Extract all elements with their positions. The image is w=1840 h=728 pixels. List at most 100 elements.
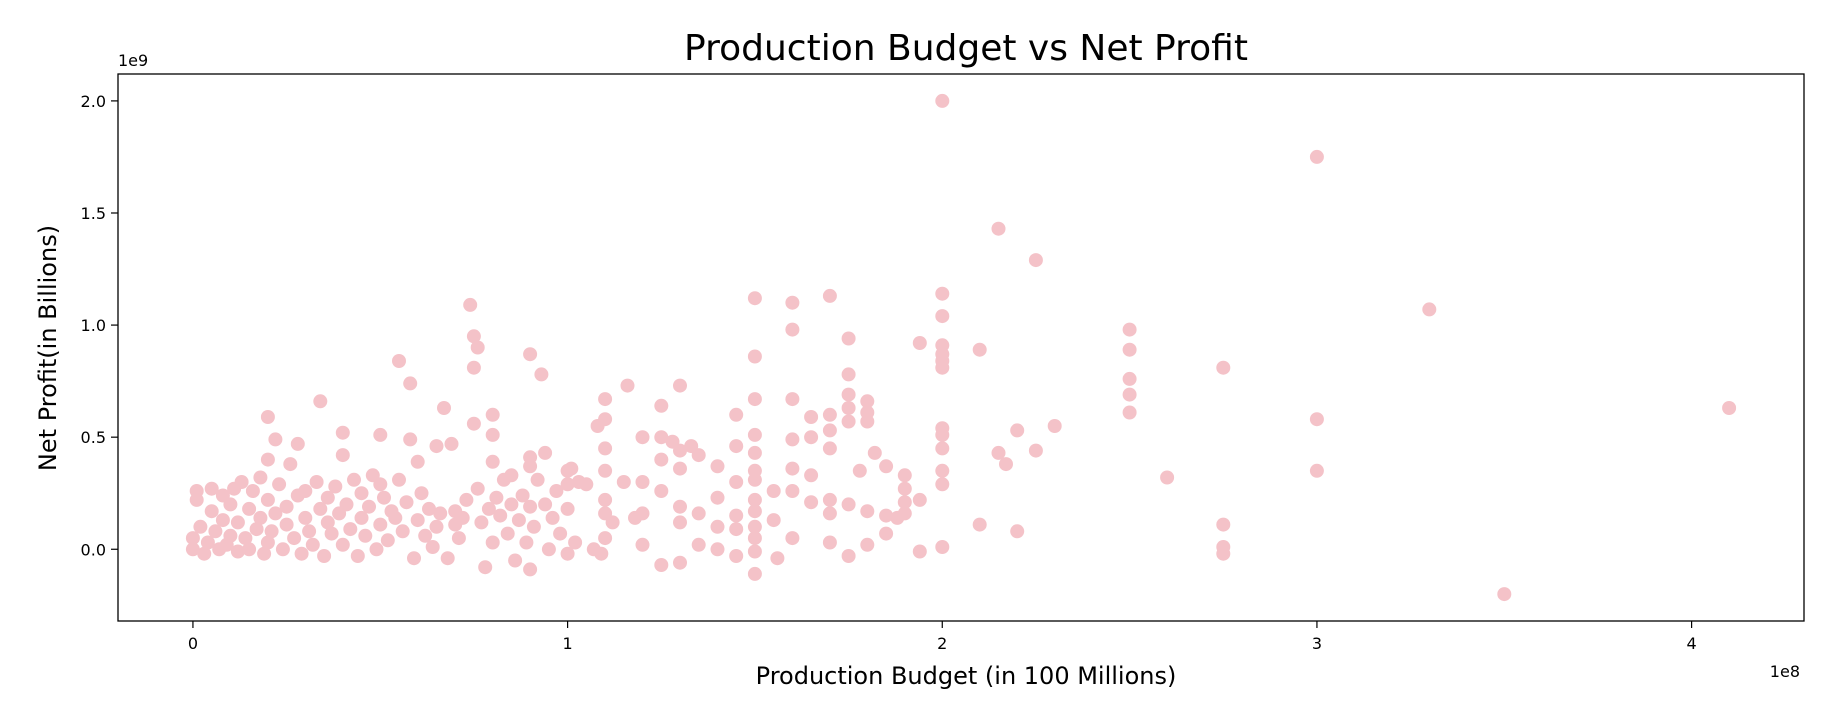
data-point	[549, 484, 564, 498]
data-point	[860, 394, 875, 409]
data-point	[620, 378, 635, 393]
data-point	[193, 519, 208, 534]
data-point	[392, 354, 406, 368]
data-point	[485, 407, 500, 422]
data-point	[466, 416, 481, 431]
data-point	[208, 524, 223, 539]
data-point	[313, 501, 328, 516]
data-point	[804, 468, 819, 483]
data-point	[852, 463, 867, 478]
data-point	[463, 297, 478, 312]
data-point	[350, 549, 365, 563]
data-point	[935, 309, 950, 324]
data-point	[223, 528, 238, 543]
data-point	[470, 340, 485, 355]
data-point	[260, 535, 275, 550]
data-point	[373, 517, 388, 532]
data-point	[298, 510, 313, 525]
x-tick-label: 3	[1312, 634, 1322, 653]
data-point	[260, 452, 275, 467]
data-point	[1309, 463, 1324, 478]
data-point	[466, 329, 481, 344]
data-point	[523, 499, 538, 514]
data-point	[729, 508, 744, 523]
data-point	[504, 468, 519, 483]
data-point	[785, 432, 800, 447]
data-point	[508, 553, 523, 568]
data-point	[560, 477, 575, 492]
data-point	[185, 542, 200, 557]
data-point	[935, 441, 950, 456]
data-point	[418, 528, 433, 543]
data-point	[654, 430, 669, 445]
data-point	[470, 481, 485, 496]
data-point	[440, 551, 455, 566]
data-point	[729, 407, 744, 422]
data-point	[747, 349, 762, 364]
data-point	[1216, 546, 1231, 561]
data-point	[287, 531, 302, 546]
data-point	[897, 468, 912, 483]
data-point	[444, 436, 459, 451]
data-point	[253, 510, 268, 525]
data-point	[335, 448, 350, 463]
data-point	[635, 475, 650, 489]
data-point	[328, 479, 343, 494]
data-point	[204, 504, 219, 519]
data-point	[747, 566, 762, 581]
data-point	[478, 560, 493, 575]
data-point	[298, 484, 313, 498]
data-point	[302, 524, 317, 539]
data-point	[485, 535, 500, 550]
data-point	[347, 472, 361, 487]
data-point	[912, 336, 927, 350]
data-point	[568, 535, 583, 550]
data-point	[691, 448, 706, 463]
data-point	[804, 430, 819, 445]
data-point	[466, 360, 481, 375]
data-point	[822, 407, 837, 422]
data-point	[526, 519, 541, 534]
ticks-layer: 0 1 2 3 4 0.0 0.5 1.0 1.5 2.0	[81, 92, 1697, 653]
data-point	[935, 477, 950, 492]
data-point	[230, 515, 245, 530]
data-point	[673, 443, 687, 458]
data-point	[785, 484, 800, 498]
data-point	[879, 459, 894, 474]
data-point	[1010, 524, 1025, 539]
data-point	[335, 425, 350, 440]
data-point	[474, 515, 489, 530]
data-point	[1497, 587, 1512, 602]
data-point	[1122, 405, 1137, 420]
y-tick-label: 0.0	[81, 540, 106, 559]
data-point	[545, 510, 560, 525]
data-point	[422, 501, 436, 516]
data-point	[1216, 517, 1231, 532]
data-point	[747, 427, 762, 442]
data-point	[747, 531, 762, 546]
data-point	[485, 454, 500, 469]
data-point	[354, 486, 369, 501]
data-point	[729, 549, 744, 563]
data-point	[747, 492, 762, 507]
data-point	[1122, 342, 1137, 357]
data-point	[395, 524, 410, 539]
data-point	[560, 546, 575, 561]
data-point	[654, 452, 669, 467]
data-point	[362, 499, 376, 514]
data-point	[1028, 253, 1043, 268]
data-point	[253, 470, 268, 485]
data-point	[523, 459, 538, 474]
x-tick-label: 0	[188, 634, 198, 653]
data-point	[935, 427, 950, 442]
data-point	[369, 542, 384, 557]
data-point	[504, 497, 519, 512]
data-point	[654, 484, 669, 498]
data-point	[553, 526, 568, 541]
data-point	[283, 457, 298, 472]
data-point	[766, 513, 781, 528]
data-point	[999, 457, 1013, 472]
data-point	[377, 490, 391, 505]
data-point	[223, 497, 238, 512]
data-point	[635, 430, 650, 445]
